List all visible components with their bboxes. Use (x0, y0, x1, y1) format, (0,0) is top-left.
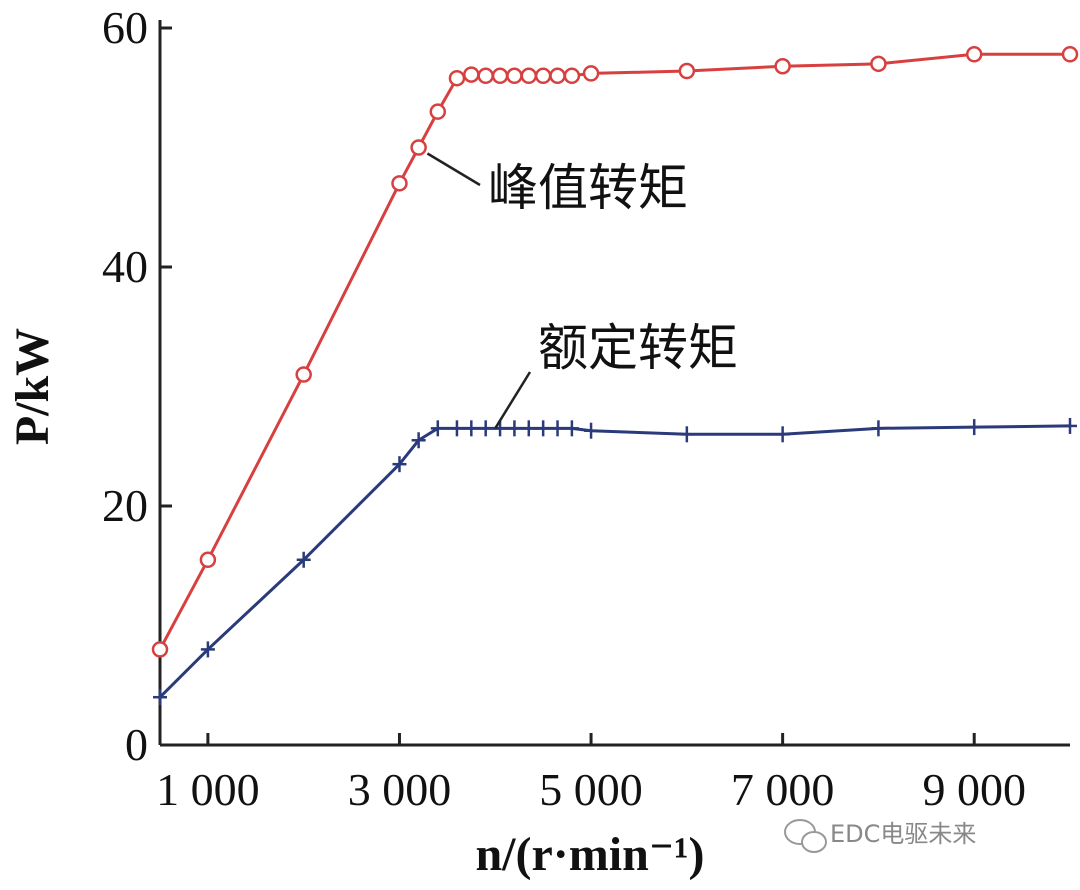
watermark: EDC电驱未来 (784, 819, 976, 853)
data-point (392, 456, 407, 473)
data-point (507, 420, 522, 437)
y-tick-label: 60 (102, 2, 148, 53)
annotation-rated-torque: 额定转矩 (538, 319, 738, 377)
data-point (775, 426, 790, 443)
data-point (678, 62, 696, 80)
y-tick-label: 0 (125, 719, 148, 770)
y-tick-label: 20 (102, 480, 148, 531)
series-1 (153, 417, 1077, 706)
data-point (429, 103, 447, 120)
data-point (679, 426, 694, 443)
x-tick-label: 7 000 (731, 764, 835, 815)
data-point (430, 420, 445, 437)
data-point (1063, 417, 1077, 434)
data-point (564, 420, 579, 437)
watermark-text: EDC电驱未来 (830, 820, 976, 848)
data-point (549, 67, 566, 85)
data-point (584, 422, 599, 439)
data-point (199, 551, 217, 569)
data-point (448, 69, 466, 87)
data-point (550, 420, 565, 437)
data-point (582, 65, 600, 82)
data-point (521, 420, 536, 437)
data-point (410, 139, 427, 156)
data-point (464, 420, 479, 437)
series-line (158, 424, 1071, 699)
data-point (967, 419, 982, 436)
data-point (478, 420, 493, 437)
leader-line (494, 371, 532, 429)
data-point (151, 641, 169, 658)
data-point (153, 689, 167, 706)
data-point (870, 55, 887, 73)
data-point (491, 67, 509, 85)
data-point (563, 67, 581, 85)
annotation-peak-torque: 峰值转矩 (488, 159, 688, 217)
data-point (534, 67, 552, 85)
data-point (477, 67, 494, 85)
x-tick-label: 3 000 (348, 764, 452, 815)
data-point (296, 551, 311, 568)
data-point (391, 175, 408, 192)
y-tick-label: 40 (102, 241, 148, 292)
data-point (411, 432, 426, 449)
x-tick-label: 5 000 (539, 764, 643, 815)
series-0 (151, 46, 1079, 658)
data-point (774, 57, 791, 75)
data-point (965, 46, 983, 63)
data-point (1061, 46, 1079, 63)
series-layer (151, 46, 1079, 706)
leader-line (426, 152, 481, 187)
wechat-icon (784, 819, 827, 853)
data-point (506, 67, 523, 85)
axes: 0 20 40 60 1 000 3 000 5 000 7 000 9 000 n/(r·min… (6, 2, 1070, 881)
data-point (536, 420, 551, 437)
y-axis-label: P/kW (6, 328, 59, 445)
x-axis-label: n/(r·min⁻¹) (475, 828, 704, 881)
data-point (449, 420, 464, 437)
x-tick-label: 9 000 (922, 764, 1026, 815)
data-point (520, 67, 538, 85)
data-point (200, 641, 215, 658)
x-tick-label: 1 000 (156, 764, 260, 815)
data-point (295, 366, 312, 383)
data-point (463, 66, 480, 83)
data-point (871, 420, 886, 437)
